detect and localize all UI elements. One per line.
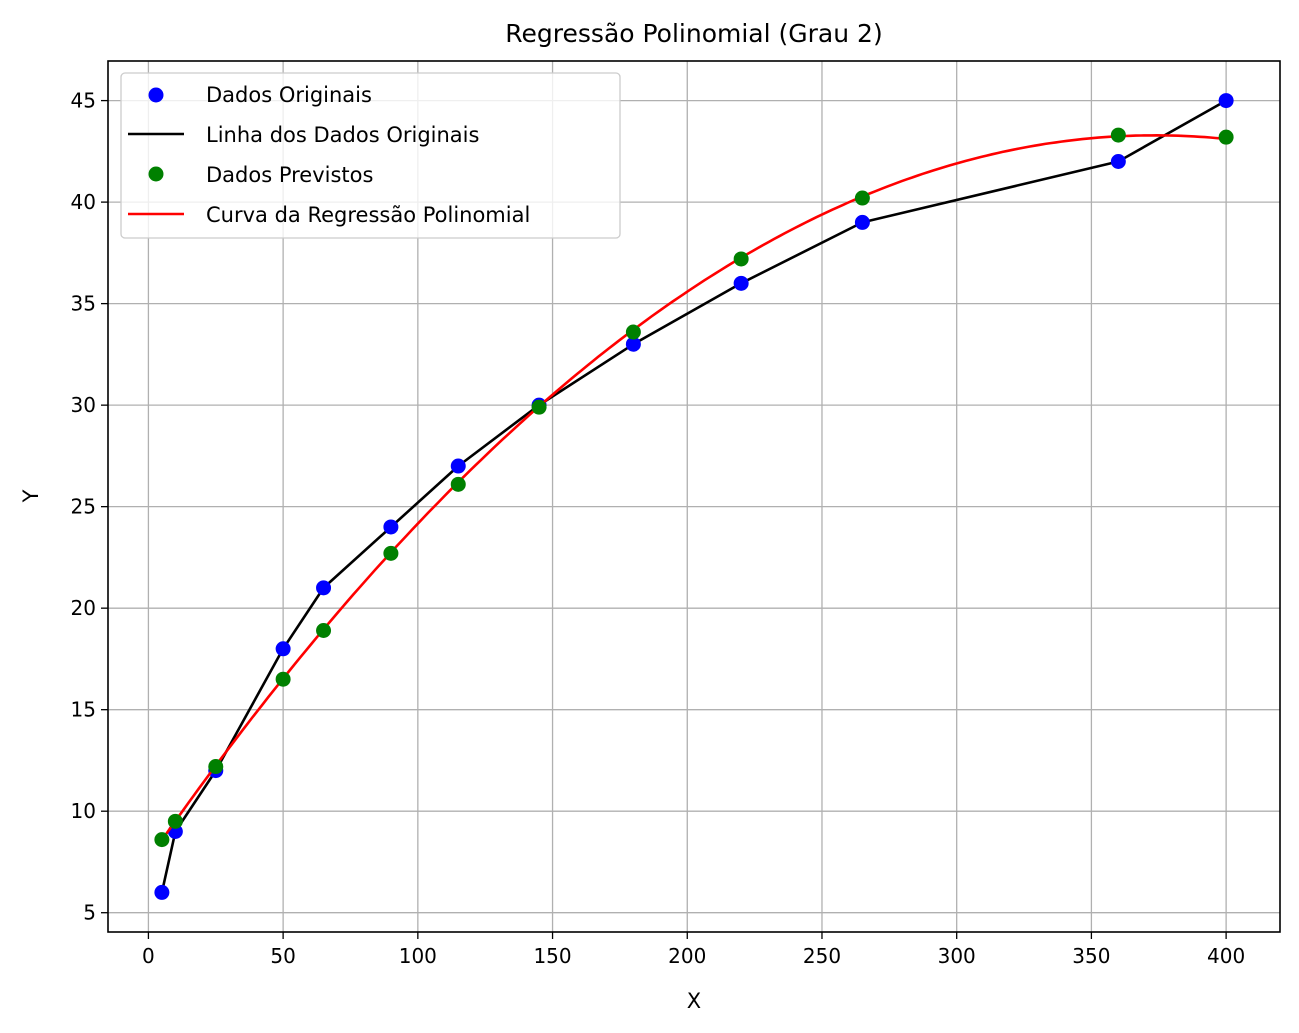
original-data-point	[854, 214, 870, 230]
predicted-data-point	[733, 251, 749, 267]
y-tick-label: 20	[71, 596, 96, 620]
plot-area	[154, 93, 1234, 900]
axis-ticks: 0 50 100 150 200 250 300 350 400 5 10 15 20 25 30 35 40 4…	[71, 89, 1246, 968]
y-tick-label: 15	[71, 698, 96, 722]
y-tick-label: 30	[71, 393, 96, 417]
legend-marker-dados-previstos	[148, 166, 164, 182]
predicted-data-point	[154, 832, 170, 848]
original-data-point	[383, 519, 399, 535]
chart-title: Regressão Polinomial (Grau 2)	[505, 19, 882, 48]
legend-label-dados-previstos: Dados Previstos	[206, 163, 373, 187]
x-tick-label: 400	[1207, 944, 1245, 968]
x-tick-label: 250	[803, 944, 841, 968]
predicted-data-point	[208, 759, 224, 775]
y-tick-label: 45	[71, 89, 96, 113]
legend-label-curva-regressao: Curva da Regressão Polinomial	[206, 203, 530, 227]
y-axis-label: Y	[19, 489, 43, 503]
original-data-point	[1218, 93, 1234, 109]
y-tick-label: 40	[71, 190, 96, 214]
y-tick-label: 35	[71, 292, 96, 316]
x-tick-label: 150	[533, 944, 571, 968]
x-tick-label: 0	[142, 944, 155, 968]
original-data-point	[1110, 154, 1126, 169]
original-data-point	[154, 884, 170, 900]
x-tick-label: 200	[668, 944, 706, 968]
x-tick-label: 100	[399, 944, 437, 968]
predicted-data-point	[167, 813, 183, 829]
original-data-point	[625, 336, 641, 352]
original-data-point	[450, 458, 466, 474]
y-tick-label: 25	[71, 495, 96, 519]
legend-label-dados-originais: Dados Originais	[206, 83, 372, 107]
predicted-data-point	[316, 623, 332, 638]
x-axis-label: X	[687, 989, 701, 1013]
legend-marker-dados-originais	[148, 87, 164, 103]
regression-curve	[160, 133, 1227, 841]
predicted-data-point	[1218, 129, 1234, 145]
original-data-point	[316, 580, 332, 596]
legend-box	[120, 72, 621, 239]
predicted-data-point	[531, 399, 547, 415]
y-tick-label: 5	[83, 901, 96, 925]
y-tick-label: 10	[71, 799, 96, 823]
legend: Dados Originais Linha dos Dados Originai…	[120, 72, 621, 239]
legend-label-linha-dados-originais: Linha dos Dados Originais	[206, 123, 479, 147]
x-tick-label: 50	[270, 944, 295, 968]
predicted-data-point	[625, 324, 641, 340]
x-tick-label: 350	[1072, 944, 1110, 968]
predicted-data-point	[450, 476, 466, 492]
original-data-point	[275, 641, 291, 657]
predicted-data-point	[1110, 127, 1126, 143]
predicted-data-point	[275, 671, 291, 687]
plot-frame	[107, 60, 1281, 933]
original-data-point	[733, 275, 749, 291]
x-tick-label: 300	[938, 944, 976, 968]
predicted-data-point	[854, 190, 870, 206]
predicted-data-point	[383, 545, 399, 561]
